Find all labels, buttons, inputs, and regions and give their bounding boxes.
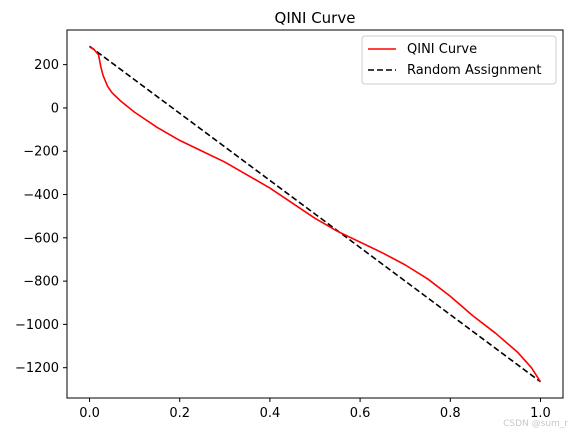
x-tick-label: 0.6 xyxy=(350,406,371,421)
chart-title: QINI Curve xyxy=(275,9,356,27)
series-line-qini-curve xyxy=(89,46,542,383)
series-line-random-assignment xyxy=(89,45,541,383)
y-tick-label: −800 xyxy=(23,275,59,290)
x-tick-label: 0.2 xyxy=(169,406,190,421)
y-tick-label: −1000 xyxy=(15,318,59,333)
x-axis: 0.0 0.2 0.4 0.6 0.8 1.0 xyxy=(79,398,551,421)
legend-label-random-assignment: Random Assignment xyxy=(407,63,542,78)
watermark: CSDN @sum_r xyxy=(503,419,568,429)
plot-frame xyxy=(66,29,564,399)
y-tick-label: −600 xyxy=(23,231,59,246)
y-tick-label: −1200 xyxy=(15,361,59,376)
y-tick-label: −200 xyxy=(23,145,59,160)
x-tick-label: 0.4 xyxy=(260,406,281,421)
x-tick-label: 0.0 xyxy=(79,406,100,421)
x-tick-label: 0.8 xyxy=(440,406,461,421)
legend: QINI Curve Random Assignment xyxy=(361,35,557,85)
x-tick-label: 1.0 xyxy=(530,406,551,421)
series-layer xyxy=(89,45,542,383)
y-tick-label: 200 xyxy=(34,58,59,73)
y-axis: 200 0 −200 −400 −600 −800 −1000 −1200 xyxy=(15,58,67,376)
legend-label-qini-curve: QINI Curve xyxy=(407,42,477,57)
legend-frame xyxy=(361,35,557,85)
y-tick-label: −400 xyxy=(23,188,59,203)
y-tick-label: 0 xyxy=(51,101,59,116)
